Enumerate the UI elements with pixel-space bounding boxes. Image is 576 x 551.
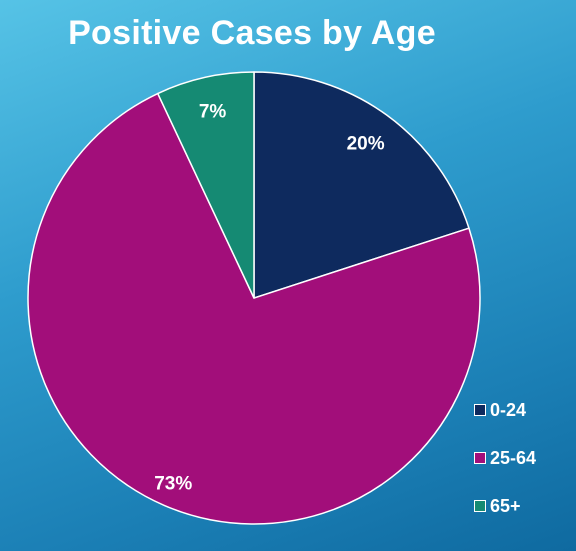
legend-label-0-24: 0-24 — [490, 399, 527, 420]
legend-label-65-plus: 65+ — [490, 495, 521, 516]
data-label-25-64: 73% — [154, 474, 192, 495]
pie-slice-65-plus — [157, 71, 255, 299]
data-label-65-plus: 7% — [199, 102, 227, 123]
legend-swatch-25-64 — [474, 452, 486, 464]
pie-data-labels: 20% 73% 7% — [154, 102, 384, 495]
pie-slice-25-64 — [27, 92, 481, 525]
legend-item-65-plus: 65+ — [474, 492, 536, 520]
legend-swatch-65-plus — [474, 500, 486, 512]
legend-swatch-0-24 — [474, 404, 486, 416]
pie-slice-0-24 — [253, 71, 470, 299]
chart-title: Positive Cases by Age — [68, 14, 436, 52]
legend-item-25-64: 25-64 — [474, 444, 536, 472]
legend-label-25-64: 25-64 — [490, 447, 537, 468]
pie-slices — [27, 71, 481, 525]
legend-item-0-24: 0-24 — [474, 396, 536, 424]
legend: 0-24 25-64 65+ — [474, 396, 536, 540]
data-label-0-24: 20% — [347, 133, 385, 154]
